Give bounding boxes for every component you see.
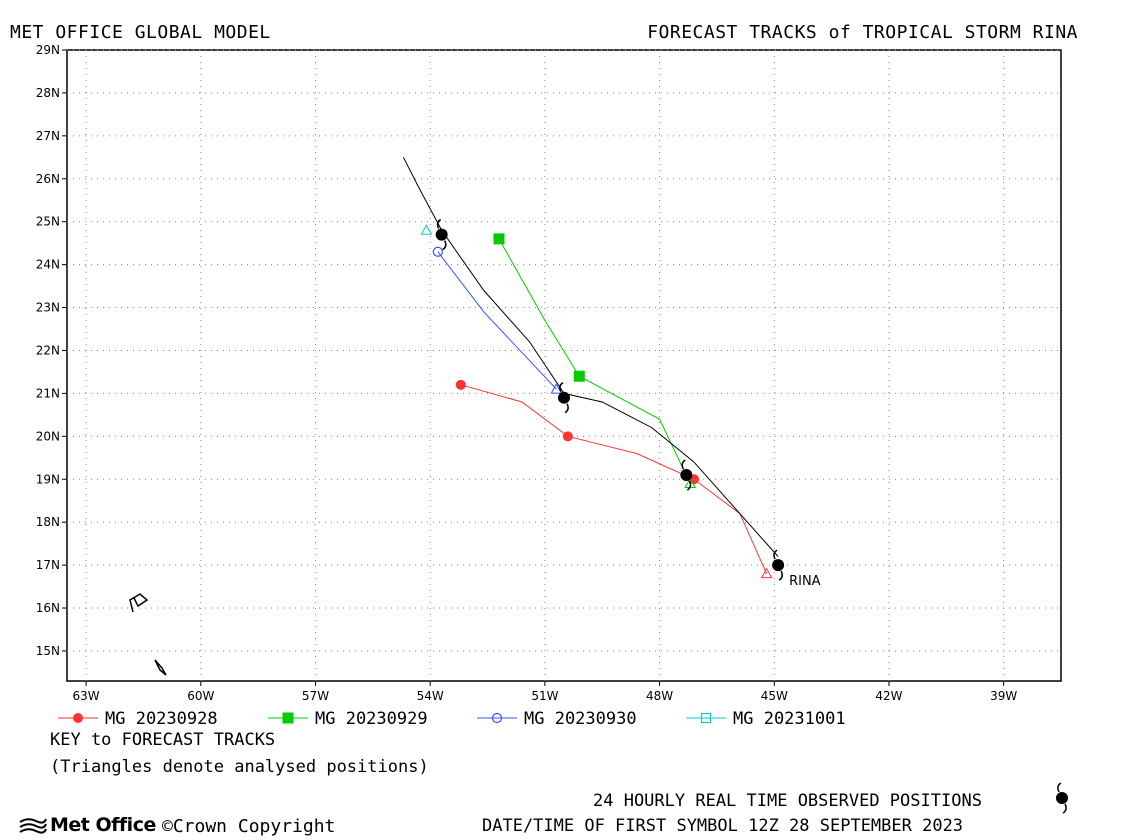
forecast-marker [562, 431, 573, 442]
observed-track [402, 157, 785, 581]
legend-label: MG 20230929 [315, 709, 428, 729]
legend-triangles-note: (Triangles denote analysed positions) [50, 757, 429, 777]
legend: MG 20230928 MG 20230929 MG 20230930 MG 2023… [58, 709, 846, 729]
met-office-logo-text: Met Office [50, 814, 156, 836]
met-office-logo-icon [19, 818, 47, 834]
lat-tick-label: 23N [36, 301, 60, 315]
observed-position-icon [1056, 782, 1068, 814]
analysed-position-triangle [550, 383, 563, 394]
header-left-title: MET OFFICE GLOBAL MODEL [10, 22, 271, 43]
legend-label: MG 20231001 [733, 709, 846, 729]
forecast-marker [432, 246, 443, 257]
lat-tick-label: 17N [36, 558, 60, 572]
legend-key-title: KEY to FORECAST TRACKS [50, 730, 276, 750]
lat-tick-label: 27N [36, 129, 60, 143]
footer-observed-label: 24 HOURLY REAL TIME OBSERVED POSITIONS [593, 791, 982, 811]
legend-marker [73, 713, 83, 723]
lon-tick-label: 63W [73, 689, 100, 703]
lon-tick-label: 54W [417, 689, 444, 703]
lat-tick-label: 25N [36, 215, 60, 229]
lon-tick-label: 42W [875, 689, 902, 703]
hurricane-symbol [1056, 782, 1068, 814]
lon-tick-label: 60W [187, 689, 214, 703]
lat-tick-label: 22N [36, 343, 60, 357]
axis-ticks: 63W 60W 57W 54W 51W 48W 45W 42W 39W 29N 28N 27N 26N 2… [36, 43, 1018, 703]
forecast-track-line [437, 251, 557, 390]
analysed-position-triangle [760, 567, 773, 579]
island-outline-2 [154, 659, 167, 676]
island-outline-1 [129, 593, 149, 613]
lon-tick-label: 51W [531, 689, 558, 703]
hurricane-symbol [558, 382, 570, 414]
lat-tick-label: 29N [36, 43, 60, 57]
hurricane-symbol [772, 549, 785, 581]
lat-tick-label: 24N [36, 258, 60, 272]
lat-tick-label: 26N [36, 172, 60, 186]
lat-tick-label: 19N [36, 472, 60, 486]
island-outlines [129, 593, 167, 676]
lon-tick-label: 45W [761, 689, 788, 703]
lat-tick-label: 28N [36, 86, 60, 100]
lon-tick-label: 57W [302, 689, 329, 703]
legend-marker [491, 712, 503, 724]
forecast-tracks [420, 224, 773, 579]
lon-tick-label: 39W [990, 689, 1017, 703]
legend-marker [700, 712, 712, 724]
map-frame [66, 49, 1062, 682]
hurricane-symbol [680, 459, 693, 491]
analysed-position-triangle [420, 224, 433, 235]
hurricane-symbol [435, 218, 448, 251]
lat-tick-label: 16N [36, 601, 60, 615]
legend-label: MG 20230928 [105, 709, 218, 729]
legend-marker [282, 712, 294, 724]
lat-tick-label: 18N [36, 515, 60, 529]
met-office-logo: Met Office [18, 814, 156, 836]
lat-tick-label: 21N [36, 386, 60, 400]
storm-label: RINA [789, 574, 821, 589]
forecast-track-line [498, 238, 691, 484]
lon-tick-label: 48W [646, 689, 673, 703]
forecast-marker [573, 370, 585, 382]
observed-track-line [402, 157, 779, 557]
lat-tick-label: 20N [36, 429, 60, 443]
legend-label: MG 20230930 [524, 709, 637, 729]
map-grid [67, 49, 1061, 681]
lat-tick-label: 15N [36, 644, 60, 658]
forecast-marker [455, 379, 466, 390]
footer-datetime: DATE/TIME OF FIRST SYMBOL 12Z 28 SEPTEMB… [482, 816, 964, 836]
forecast-marker [493, 233, 505, 245]
crown-copyright: ©Crown Copyright [162, 816, 336, 837]
header-right-title: FORECAST TRACKS of TROPICAL STORM RINA [647, 22, 1078, 43]
